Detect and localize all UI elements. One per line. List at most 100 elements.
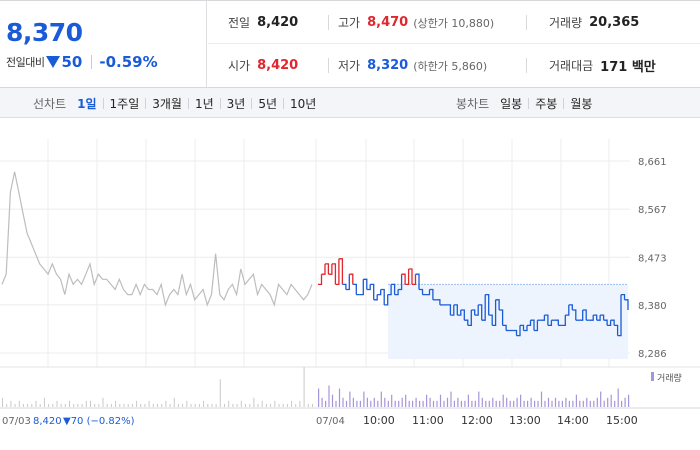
tab-daily-candle[interactable]: 일봉 (500, 96, 523, 111)
price-line-segment (530, 319, 535, 331)
volume-bar (603, 400, 605, 407)
volume-bar (624, 397, 626, 407)
volume-bar (338, 388, 341, 407)
volume-bar (157, 403, 158, 407)
price-line-segment (384, 294, 389, 306)
stat-high: 고가 8,470 (상한가 10,880) (338, 1, 494, 44)
volume-bar (443, 400, 445, 407)
stat-label: 거래량 (549, 16, 583, 30)
price-line-segment (621, 293, 626, 300)
volume-bar (295, 403, 297, 407)
divider (283, 97, 285, 109)
tab-3y[interactable]: 3년 (226, 96, 246, 111)
price-line-segment (318, 274, 323, 286)
tab-weekly-candle[interactable]: 주봉 (535, 96, 558, 111)
volume-bar (85, 400, 87, 407)
current-price: 8,370 (6, 18, 83, 47)
volume-bar (380, 391, 382, 407)
volume-bar (318, 388, 320, 407)
volume-bar (312, 403, 313, 407)
tab-3m[interactable]: 3개월 (152, 96, 182, 111)
price-line-segment (474, 304, 479, 316)
volume-bar (429, 397, 431, 407)
volume-bar (565, 397, 567, 407)
volume-bar (81, 403, 83, 407)
volume-bar (14, 403, 16, 407)
price-line-segment (600, 314, 605, 321)
price-line-segment (338, 258, 344, 285)
volume-bar (359, 400, 361, 407)
volume-bar (547, 397, 550, 407)
tab-monthly-candle[interactable]: 월봉 (570, 96, 593, 111)
volume-bar (102, 397, 104, 407)
price-line-segment (450, 304, 455, 316)
volume-bar (345, 400, 348, 407)
volume-bar (144, 403, 146, 407)
price-line-segment (325, 263, 330, 275)
line-chart-heading: 선차트 (33, 96, 67, 111)
divider (526, 58, 527, 73)
volume-bar (219, 379, 221, 407)
price-line-segment (544, 314, 549, 326)
volume-bar (169, 403, 171, 407)
intraday-chart[interactable]: 8,661 8,567 8,473 8,380 8,286 07/03 8,42… (0, 119, 700, 450)
tab-5y[interactable]: 5년 (258, 96, 278, 111)
volume-bar (261, 400, 263, 407)
volume-bar (165, 400, 167, 407)
volume-bar (628, 394, 630, 407)
volume-bar (98, 403, 100, 407)
volume-bar (387, 400, 389, 407)
price-line-segment (579, 310, 584, 321)
volume-bar (405, 394, 407, 407)
volume-bar (198, 403, 200, 407)
tab-1d[interactable]: 1일 (77, 96, 97, 111)
volume-bar (450, 391, 452, 407)
volume-bar (35, 400, 37, 407)
volume-bar (115, 400, 117, 407)
stat-value: 20,365 (589, 15, 640, 30)
price-line-segment (426, 289, 431, 296)
tab-10y[interactable]: 10년 (290, 96, 317, 111)
price-line-segment (345, 274, 350, 291)
price-line-segment (568, 304, 573, 310)
volume-bar (106, 403, 108, 407)
volume-bar (119, 403, 121, 407)
volume-bar (299, 400, 301, 407)
x-tick-label: 14:00 (557, 414, 589, 427)
price-line-segment (408, 268, 413, 285)
change-amount: 50 (61, 53, 83, 71)
volume-bar (291, 400, 293, 407)
volume-bar (363, 391, 365, 407)
x-tick-label: 10:00 (363, 414, 395, 427)
tab-1w[interactable]: 1주일 (109, 96, 140, 111)
candle-chart-tabs: 봉차트 일봉 주봉 월봉 (456, 88, 592, 118)
stat-label: 전일 (228, 16, 251, 30)
volume-bar (228, 400, 230, 407)
change-row: 전일대비 50 -0.59% (6, 53, 158, 71)
volume-bar (307, 403, 309, 407)
volume-bar (194, 403, 196, 407)
volume-bar (31, 403, 33, 407)
price-line-segment (614, 324, 619, 336)
divider (528, 97, 530, 109)
stat-volume: 거래량 20,365 (549, 1, 639, 44)
volume-bar (136, 400, 138, 407)
volume-bar (186, 400, 188, 407)
tab-1y[interactable]: 1년 (194, 96, 214, 111)
volume-bar (527, 400, 529, 407)
stat-trade-value: 거래대금 171 백만 (549, 44, 656, 87)
price-line-segment (603, 319, 608, 326)
volume-bar (303, 367, 305, 407)
volume-bar (270, 403, 272, 407)
divider (526, 15, 527, 30)
volume-bar (568, 400, 570, 407)
price-line-segment (457, 310, 462, 316)
volume-bar (27, 403, 29, 407)
y-tick-label: 8,473 (638, 253, 667, 264)
volume-bar (474, 400, 476, 407)
volume-bar (274, 400, 276, 407)
volume-bar (614, 400, 616, 407)
price-line-segment (377, 289, 382, 296)
volume-bar (278, 403, 280, 407)
price-line-segment (607, 320, 612, 327)
